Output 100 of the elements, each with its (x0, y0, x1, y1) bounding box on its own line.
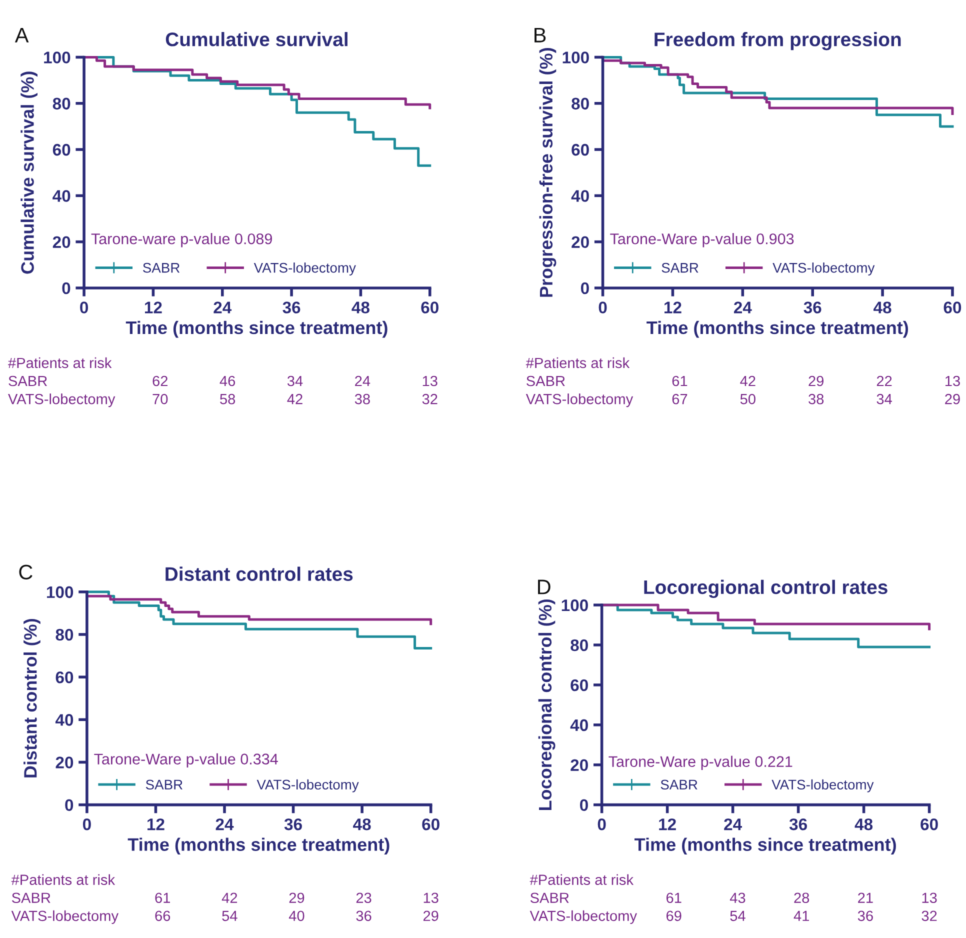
text: D (538, 580, 550, 594)
legend-label: SABR (662, 262, 698, 273)
text: 46 (220, 376, 236, 386)
x-tick-label: 60 (944, 302, 962, 314)
text: 36 (356, 910, 372, 922)
text: SABR (526, 376, 565, 386)
text: VATS-lobectomy (8, 394, 116, 408)
text: 13 (922, 892, 937, 904)
x-tick-label: 48 (352, 302, 370, 314)
legend-label: SABR (143, 262, 180, 273)
text: 13 (945, 376, 960, 386)
legend-label: VATS-lobectomy (772, 262, 875, 276)
text: C (19, 564, 32, 580)
y-tick-label: 80 (52, 98, 70, 110)
text: 42 (287, 394, 302, 404)
text: 42 (222, 892, 238, 903)
text: 42 (740, 376, 756, 386)
y-tick-label: 0 (580, 282, 589, 294)
text: 58 (220, 394, 236, 404)
y-tick-label: 20 (572, 236, 589, 248)
y-axis-title: Progression-free survival (%) (539, 48, 556, 297)
y-tick-label: 0 (62, 282, 70, 294)
legend-label: SABR (146, 780, 182, 790)
annotation: Tarone-Ware p-value 0.334 (94, 753, 278, 768)
x-tick-label: 12 (148, 818, 164, 830)
text: 50 (740, 394, 756, 404)
text: 34 (287, 376, 303, 386)
x-axis-title: Time (months since treatment) (634, 838, 896, 855)
x-tick-label: 48 (353, 818, 371, 830)
annotation: Tarone-ware p-value 0.089 (91, 233, 272, 248)
y-axis-title: Cumulative survival (%) (20, 72, 38, 274)
text: SABR (12, 892, 50, 904)
y-tick-label: 40 (55, 714, 74, 726)
text: VATS-lobectomy (11, 910, 119, 924)
x-tick-label: 60 (421, 302, 438, 314)
text: 41 (794, 910, 809, 921)
text: 69 (666, 910, 682, 922)
text: #Patients at risk (526, 357, 630, 368)
x-tick-label: 36 (804, 302, 822, 314)
text: 54 (730, 910, 746, 922)
text: VATS-lobectomy (530, 910, 638, 924)
y-tick-label: 80 (56, 628, 74, 641)
text: #Patients at risk (530, 874, 634, 885)
text: SABR (8, 376, 47, 386)
text: 13 (422, 376, 438, 386)
x-tick-label: 12 (144, 302, 162, 314)
x-axis-title: Time (months since treatment) (646, 320, 908, 338)
chart-title: Distant control rates (166, 566, 353, 581)
text: 23 (356, 892, 372, 904)
text: 67 (672, 394, 688, 404)
y-tick-label: 20 (570, 759, 588, 772)
x-tick-label: 48 (854, 818, 873, 830)
text: 24 (355, 376, 370, 386)
y-tick-label: 100 (562, 52, 589, 64)
x-tick-label: 36 (282, 302, 300, 314)
y-tick-label: 20 (56, 756, 74, 768)
y-tick-label: 0 (580, 799, 588, 812)
text: 61 (666, 892, 682, 904)
y-tick-label: 80 (572, 98, 589, 110)
text: VATS-lobectomy (526, 394, 634, 408)
x-axis-title: Time (months since treatment) (128, 838, 390, 855)
x-tick-label: 12 (659, 818, 676, 830)
x-tick-label: 12 (664, 302, 682, 314)
text: 34 (876, 394, 892, 404)
text: 70 (152, 394, 168, 404)
text: 32 (922, 910, 937, 922)
x-tick-label: 24 (216, 818, 234, 830)
legend-label: SABR (660, 780, 698, 790)
legend-label: VATS-lobectomy (254, 262, 356, 276)
x-tick-label: 0 (82, 818, 91, 830)
text: 21 (858, 892, 873, 903)
x-tick-label: 36 (284, 818, 302, 830)
text: 43 (730, 892, 746, 904)
text: 66 (155, 910, 170, 922)
text: 40 (288, 910, 304, 922)
text: 13 (424, 892, 438, 904)
y-tick-label: 60 (570, 679, 588, 692)
chart-title: Cumulative survival (166, 32, 348, 46)
legend-label: VATS-lobectomy (256, 779, 359, 792)
y-tick-label: 80 (570, 639, 588, 652)
x-tick-label: 24 (724, 818, 742, 830)
x-tick-label: 36 (789, 818, 807, 830)
text: 62 (152, 376, 168, 386)
x-tick-label: 0 (598, 302, 607, 314)
chart-title: Freedom from progression (654, 32, 901, 50)
text: 61 (672, 376, 688, 386)
y-tick-label: 60 (56, 671, 74, 684)
annotation: Tarone-Ware p-value 0.903 (610, 233, 794, 248)
text: 29 (289, 892, 304, 904)
y-tick-label: 0 (65, 799, 74, 812)
y-tick-label: 40 (52, 190, 70, 202)
text: #Patients at risk (11, 874, 116, 885)
text: 36 (858, 910, 873, 922)
text: #Patients at risk (8, 357, 112, 368)
y-tick-label: 20 (52, 236, 70, 248)
x-axis-title: Time (months since treatment) (126, 320, 388, 338)
x-tick-label: 48 (874, 302, 892, 314)
y-tick-label: 60 (572, 144, 589, 156)
y-axis-title: Locoregional control (%) (538, 599, 556, 810)
text: 29 (945, 394, 960, 404)
